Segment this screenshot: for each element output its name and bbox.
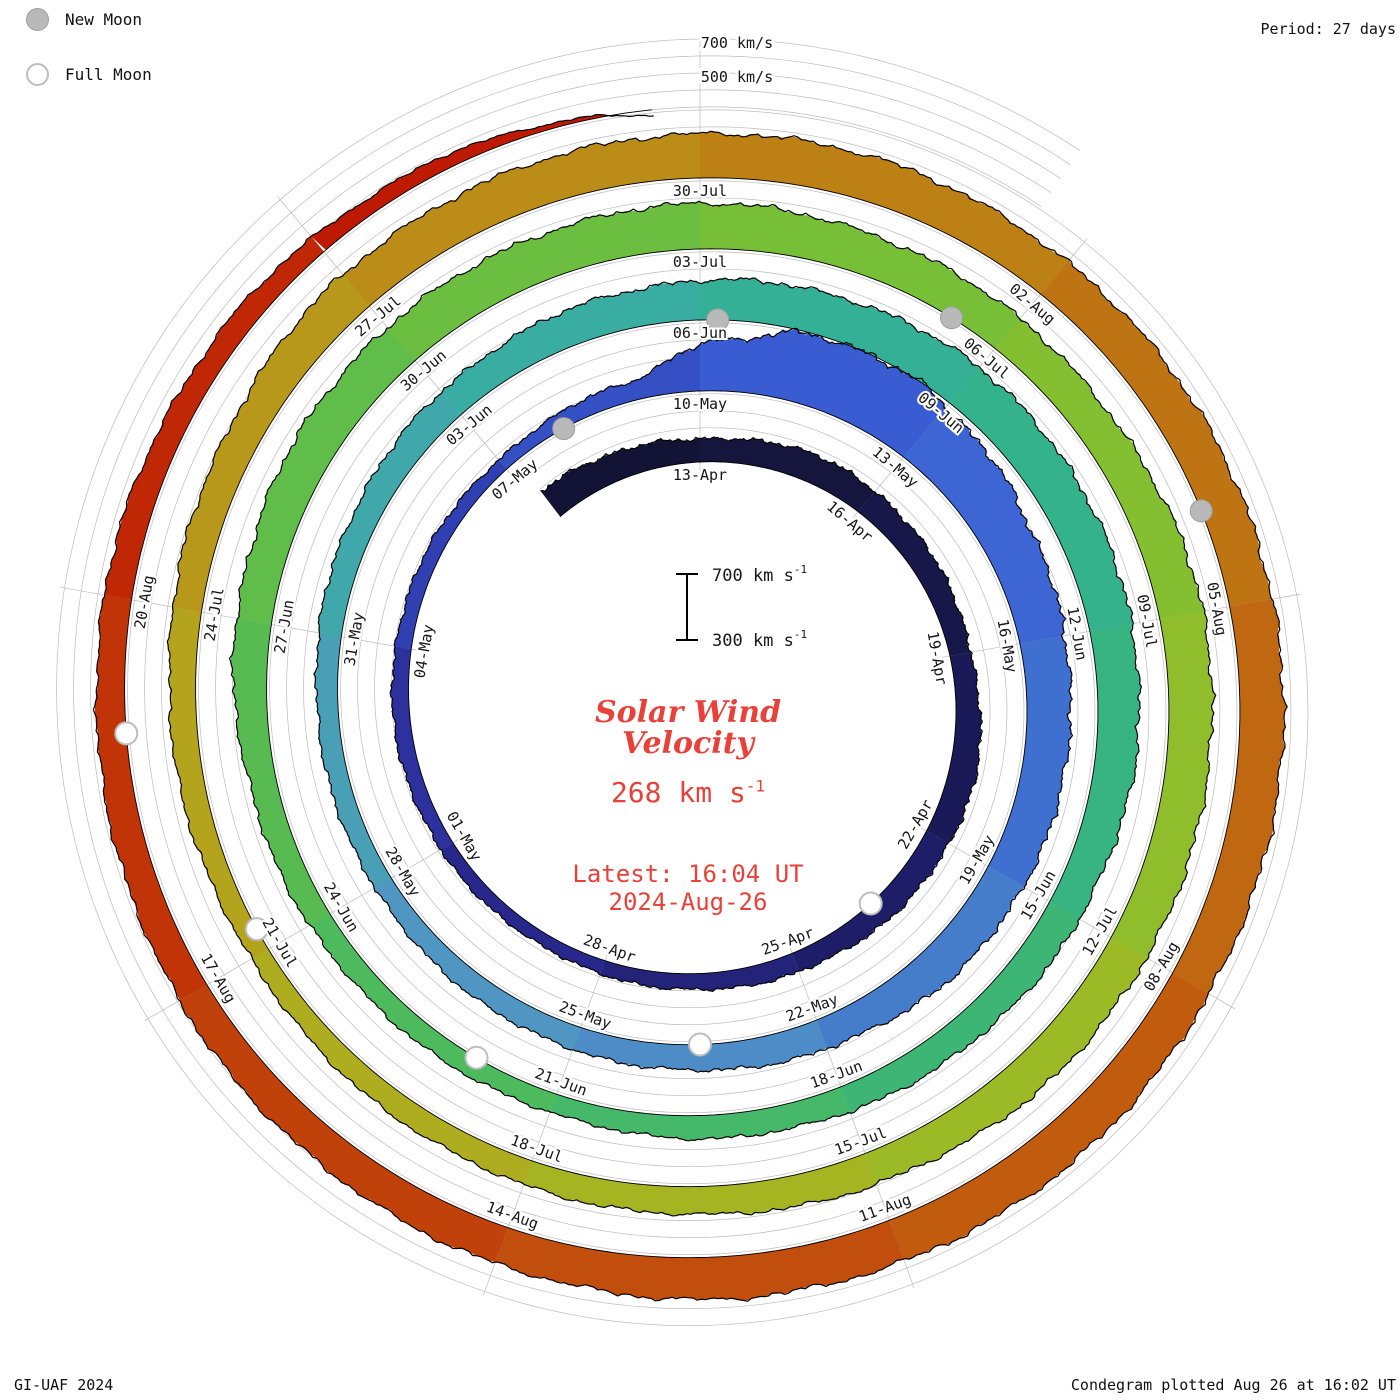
velocity-band-segment (995, 318, 1206, 619)
grid-label-v500: 500 km/s (701, 68, 773, 86)
velocity-band-segment (1172, 599, 1288, 994)
date-label: 30-Jul (673, 182, 727, 200)
velocity-band-segment (374, 878, 581, 1050)
latest-time-label: Latest: 16:04 UT (572, 860, 804, 889)
current-velocity-readout: 268 km s-1 (488, 776, 888, 809)
velocity-band-segment (230, 618, 330, 925)
velocity-band-segment (889, 972, 1209, 1260)
new-moon-icon (26, 8, 49, 31)
velocity-band-segment (1049, 623, 1141, 919)
velocity-band-segment (251, 949, 533, 1185)
full-moon-marker (688, 1032, 712, 1057)
scale-bar-bottom_value: 300 km s-1 (712, 628, 807, 651)
velocity-scale-bar: 700 km s-1 300 km s-1 (676, 563, 807, 651)
velocity-gridline-700 (56, 38, 1309, 1326)
chart-title-line2: Velocity (622, 726, 754, 762)
velocity-band-segment (441, 280, 700, 415)
legend-new-moon-row: New Moon (26, 8, 152, 31)
velocity-band-segment (104, 236, 324, 600)
date-label: 13-Apr (673, 466, 727, 484)
current-velocity-exponent: -1 (745, 777, 766, 797)
velocity-band-segment (700, 328, 946, 458)
velocity-band-segment (599, 953, 799, 992)
date-label: 10-May (673, 395, 727, 413)
velocity-band-segment (700, 277, 979, 403)
moon-legend: New Moon Full Moon (26, 8, 152, 118)
velocity-band-segment (550, 1086, 851, 1141)
velocity-band-segment (498, 344, 700, 470)
velocity-band-segment (700, 130, 1070, 295)
velocity-band-segment (180, 984, 508, 1263)
new-moon-marker (706, 308, 730, 332)
full-moon-marker (464, 1045, 489, 1070)
velocity-band-segment (865, 937, 1148, 1184)
velocity-band-segment (988, 636, 1072, 888)
velocity-band-segment (314, 632, 392, 889)
full-moon-label: Full Moon (65, 65, 152, 84)
velocity-band-segment (238, 328, 416, 625)
full-moon-icon (26, 63, 49, 86)
velocity-gridline-600 (73, 55, 1292, 1309)
velocity-band-segment (700, 201, 1021, 349)
velocity-band-segment (167, 606, 269, 959)
velocity-band-segment (926, 652, 982, 844)
full-moon-marker (858, 891, 883, 916)
full-moon-marker (244, 917, 269, 942)
credit-label: GI-UAF 2024 (14, 1376, 114, 1394)
velocity-band-segment (394, 460, 507, 650)
velocity-band-segment (540, 438, 700, 517)
new-moon-label: New Moon (65, 10, 143, 29)
chart-title-line1: Solar Wind (594, 695, 782, 730)
current-velocity-text: 268 km s (610, 776, 746, 810)
date-label: 06-Jun (673, 324, 727, 342)
scale-bar-top_value: 700 km s-1 (712, 563, 807, 586)
velocity-band-segment (840, 901, 1080, 1114)
velocity-band-segment (523, 1153, 876, 1216)
full-moon-marker (114, 721, 139, 746)
legend-full-moon-row: Full Moon (26, 63, 152, 86)
new-moon-marker (1189, 499, 1213, 523)
new-moon-marker (940, 306, 963, 330)
velocity-band-segment (816, 866, 1025, 1049)
velocity-band-segment (318, 392, 461, 637)
velocity-band-segment (495, 1220, 904, 1301)
plotted-timestamp-label: Condegram plotted Aug 26 at 16:02 UT (1070, 1376, 1396, 1394)
velocity-band-segment (440, 842, 606, 976)
velocity-band-segment (171, 274, 370, 613)
latest-date-label: 2024-Aug-26 (608, 887, 768, 916)
velocity-band-segment (700, 437, 875, 512)
velocity-band-segment (95, 595, 207, 1001)
velocity-trace (92, 113, 1288, 1302)
velocity-band-segment (903, 407, 1065, 644)
grid-label-v700: 700 km/s (701, 34, 773, 52)
velocity-band-segment (390, 646, 453, 850)
velocity-band-segment (949, 367, 1133, 632)
velocity-band-segment (792, 830, 948, 972)
velocity-band-segment (310, 913, 557, 1113)
velocity-band-segment (1040, 259, 1272, 607)
velocity-band-segment (343, 132, 700, 307)
spiral-baseline (124, 109, 1241, 1259)
period-label: Period: 27 days (1260, 20, 1396, 38)
center-annotation: Solar Wind Velocity 268 km s-1 Latest: 1… (488, 697, 888, 917)
new-moon-marker (552, 417, 576, 441)
velocity-band-segment (858, 491, 971, 656)
date-label: 03-Jul (673, 253, 727, 271)
